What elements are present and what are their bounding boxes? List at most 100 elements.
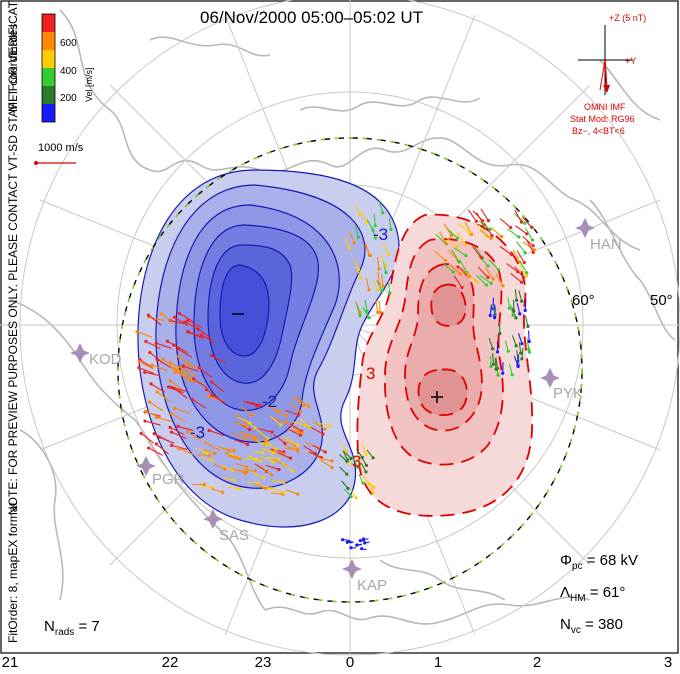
vector-origin-dot [356,465,360,469]
vector-origin-dot [523,221,527,225]
vector-origin-dot [514,316,518,320]
vector-origin-dot [464,254,468,258]
velocity-vector [197,328,212,339]
vector-origin-dot [181,364,185,368]
vector-origin-dot [277,467,281,472]
vector-origin-dot [271,460,275,464]
vector-origin-dot [213,451,217,455]
velocity-vector [516,302,521,314]
vector-origin-dot [171,366,175,370]
velocity-vector [281,462,293,472]
velocity-vector [489,304,492,316]
velocity-vector [451,249,460,263]
velocity-vector [145,410,161,419]
vector-origin-dot [231,468,235,473]
vector-origin-dot [210,458,214,463]
velocity-vector [234,439,248,445]
velocity-vector [356,266,362,279]
vector-origin-dot [313,451,317,456]
vector-origin-dot [349,456,353,461]
vector-origin-dot [175,367,179,371]
vector-origin-dot [285,420,289,425]
imf-y-label: +Y [625,56,637,66]
velocity-vector [171,431,187,439]
velocity-vector [222,477,235,481]
station-label-pyk: PYK [553,385,584,402]
vector-origin-dot [298,433,302,437]
vector-origin-dot [530,238,535,242]
vector-origin-dot [522,260,526,265]
velocity-vector [449,264,461,275]
vector-origin-dot [149,382,153,386]
velocity-vector [474,246,483,259]
velocity-vector [446,228,458,239]
vector-origin-dot [255,404,259,408]
velocity-vector [459,260,468,274]
velocity-vector [472,246,482,258]
vector-origin-dot [258,459,262,463]
vector-origin-dot [509,225,513,230]
velocity-vector [465,271,477,283]
velocity-vector [179,312,194,323]
vector-origin-dot [381,211,385,215]
vector-origin-dot [479,256,483,260]
velocity-vector [318,457,333,462]
vector-origin-dot [232,478,237,482]
vector-origin-dot [489,236,493,240]
vector-origin-dot [245,465,249,469]
vector-origin-dot [367,482,371,486]
vector-origin-dot [377,282,381,286]
vector-origin-dot [358,463,362,467]
vector-origin-dot [186,378,190,382]
vector-origin-dot [344,449,348,454]
velocity-vector [488,338,494,349]
vector-origin-dot [358,213,362,217]
velocity-vector [156,358,172,369]
velocity-vector [260,465,272,476]
vector-origin-dot [281,480,286,484]
velocity-vector [344,488,352,498]
vector-origin-dot [232,448,236,452]
vector-origin-dot [363,541,367,545]
vector-origin-dot [330,459,334,463]
reference-vector [34,161,76,165]
vector-origin-dot [247,428,252,432]
vector-origin-dot [185,363,189,367]
vector-origin-dot [177,311,181,315]
velocity-vector [152,364,168,372]
vector-origin-dot [169,411,173,416]
velocity-vector [244,458,257,461]
velocity-vector [516,241,526,253]
vector-origin-dot [277,409,281,413]
velocity-vector [477,266,489,278]
velocity-vector [512,249,521,263]
vector-origin-dot [517,235,521,239]
station-marker-icon [575,218,595,238]
velocity-vector [499,245,512,255]
vector-origin-dot [202,482,206,486]
velocity-vector [170,380,184,392]
velocity-vector [256,429,269,439]
velocity-vector [271,480,284,483]
velocity-vector [507,228,520,238]
latitude-label-50: 50° [650,292,673,309]
velocity-vector [208,429,225,437]
vector-origin-dot [523,250,527,255]
vector-origin-dot [352,241,356,245]
velocity-vector [285,447,298,450]
velocity-vector [354,301,361,313]
vector-origin-dot [359,276,363,280]
velocity-vector [453,275,463,288]
vector-origin-dot [165,339,169,343]
velocity-vector [211,381,225,393]
velocity-vector [235,462,248,468]
vector-origin-dot [491,277,495,281]
mlt-tick-23: 23 [254,654,272,671]
velocity-vector [203,448,216,454]
velocity-vector [254,483,266,490]
velocity-vector [340,442,347,452]
velocity-vector [316,422,331,427]
vector-origin-dot [443,258,448,263]
velocity-vector [353,458,359,468]
